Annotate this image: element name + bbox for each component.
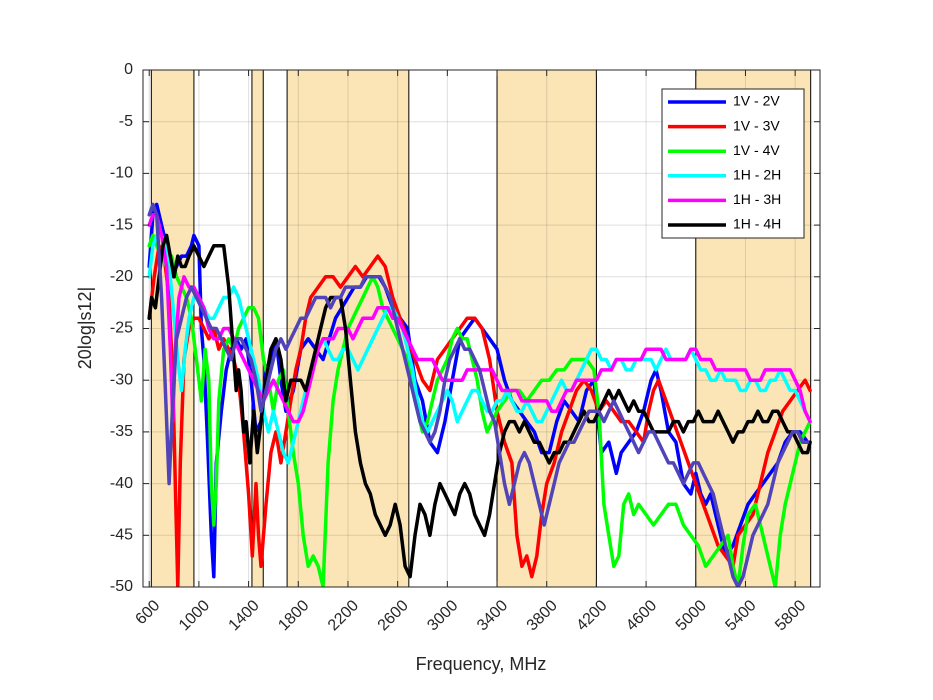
legend-label-2: 1V - 3V xyxy=(733,117,780,133)
series-line-6 xyxy=(147,233,812,579)
legend-label-3: 1V - 4V xyxy=(733,142,780,158)
y-tick-label: -20 xyxy=(110,268,133,285)
legend-label-1: 1V - 2V xyxy=(733,93,780,109)
y-tick-label: -40 xyxy=(110,475,133,492)
legend-label-4: 1H - 2H xyxy=(733,167,781,183)
y-tick-label: 0 xyxy=(124,61,133,78)
legend-box xyxy=(661,88,805,239)
legend-label-6: 1H - 4H xyxy=(733,216,781,232)
series-line-5 xyxy=(147,213,812,424)
y-tick-label: -10 xyxy=(110,165,133,182)
y-tick-label: -25 xyxy=(110,320,133,337)
series-line-4 xyxy=(147,233,812,465)
y-tick-label: -15 xyxy=(110,216,133,233)
y-tick-label: -50 xyxy=(110,578,133,595)
legend-label-5: 1H - 3H xyxy=(733,191,781,207)
series-line-7 xyxy=(147,202,810,587)
band-2 xyxy=(251,70,264,587)
series-line-2 xyxy=(147,244,812,587)
legend: 1V - 2V 1V - 3V 1V - 4V 1H - 2H 1H - 3H 1H - … xyxy=(661,88,805,239)
x-axis-label: Frequency, MHz xyxy=(416,654,547,674)
y-tick-label: -35 xyxy=(110,423,133,440)
y-axis-label: 20log|s12| xyxy=(75,287,95,369)
y-tick-label: -45 xyxy=(110,527,133,544)
series-lines xyxy=(147,202,812,587)
y-tick-label: -30 xyxy=(110,371,133,388)
y-tick-label: -5 xyxy=(119,113,133,130)
